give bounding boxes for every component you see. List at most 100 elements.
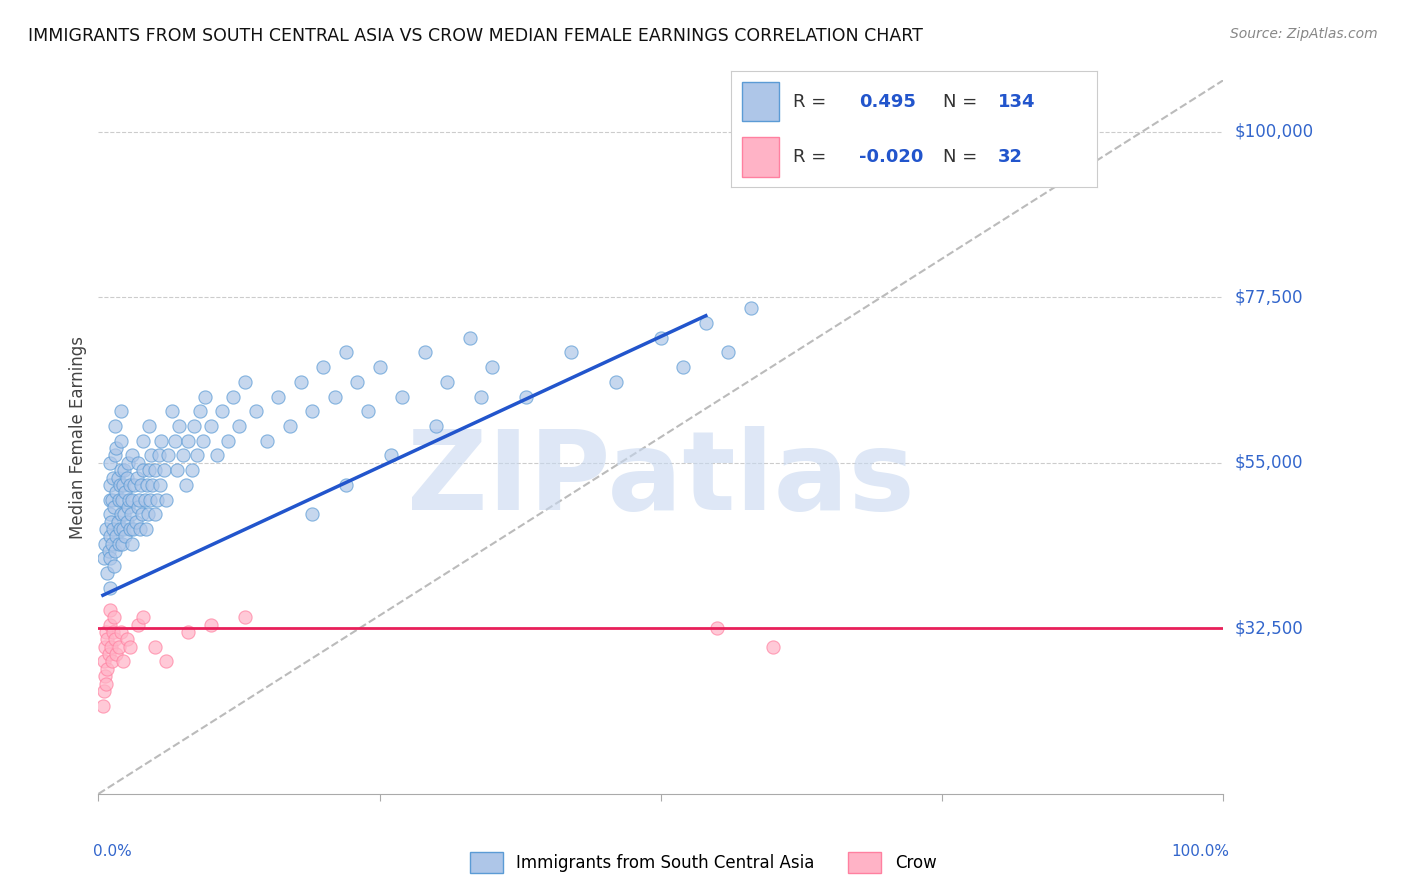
Point bbox=[110, 625, 132, 640]
Point bbox=[107, 640, 129, 654]
Text: 100.0%: 100.0% bbox=[1171, 844, 1229, 859]
Point bbox=[110, 463, 132, 477]
Point bbox=[96, 632, 118, 647]
Point bbox=[245, 404, 267, 418]
Point bbox=[141, 478, 163, 492]
Point bbox=[256, 434, 278, 448]
Point bbox=[100, 640, 122, 654]
Text: $100,000: $100,000 bbox=[1234, 123, 1313, 141]
Text: N =: N = bbox=[943, 93, 977, 111]
Point bbox=[135, 522, 157, 536]
Point bbox=[312, 360, 335, 375]
Point bbox=[129, 478, 152, 492]
Point bbox=[96, 625, 118, 640]
Point bbox=[131, 508, 153, 522]
Point bbox=[160, 404, 183, 418]
Point bbox=[740, 301, 762, 316]
Point bbox=[717, 345, 740, 359]
Point bbox=[91, 698, 114, 713]
Point bbox=[104, 449, 127, 463]
Point bbox=[177, 434, 200, 448]
Point bbox=[481, 360, 503, 375]
Point bbox=[127, 456, 149, 470]
Point bbox=[97, 647, 120, 661]
Text: $32,500: $32,500 bbox=[1234, 619, 1303, 638]
Point bbox=[413, 345, 436, 359]
Point bbox=[155, 492, 177, 507]
Point bbox=[114, 529, 136, 543]
Text: IMMIGRANTS FROM SOUTH CENTRAL ASIA VS CROW MEDIAN FEMALE EARNINGS CORRELATION CH: IMMIGRANTS FROM SOUTH CENTRAL ASIA VS CR… bbox=[28, 27, 922, 45]
Point bbox=[104, 632, 127, 647]
Point bbox=[346, 375, 368, 389]
Text: -0.020: -0.020 bbox=[859, 148, 924, 166]
Point bbox=[108, 522, 131, 536]
Point bbox=[205, 449, 228, 463]
Point bbox=[228, 419, 250, 434]
Point bbox=[233, 375, 256, 389]
Point bbox=[172, 449, 194, 463]
Text: 0.0%: 0.0% bbox=[93, 844, 132, 859]
Point bbox=[149, 478, 172, 492]
Point bbox=[560, 345, 582, 359]
Point bbox=[163, 434, 186, 448]
Point bbox=[104, 419, 127, 434]
Point bbox=[117, 456, 139, 470]
Point bbox=[391, 390, 413, 404]
Point bbox=[104, 544, 127, 558]
Point bbox=[112, 655, 135, 669]
Point bbox=[425, 419, 447, 434]
Point bbox=[127, 617, 149, 632]
Point bbox=[335, 345, 357, 359]
Point bbox=[118, 478, 141, 492]
Point bbox=[103, 610, 125, 624]
Point bbox=[278, 419, 301, 434]
Point bbox=[107, 492, 129, 507]
Point bbox=[132, 463, 155, 477]
Point bbox=[100, 515, 122, 529]
Point bbox=[129, 522, 152, 536]
Point bbox=[93, 655, 115, 669]
Point bbox=[267, 390, 290, 404]
Point bbox=[107, 537, 129, 551]
Point bbox=[101, 492, 124, 507]
Point bbox=[233, 610, 256, 624]
Point bbox=[110, 508, 132, 522]
Point bbox=[470, 390, 492, 404]
Point bbox=[138, 463, 160, 477]
Point bbox=[605, 375, 627, 389]
Point bbox=[695, 316, 717, 330]
Point bbox=[186, 449, 208, 463]
Point bbox=[112, 478, 135, 492]
Point bbox=[127, 500, 149, 514]
Point bbox=[103, 500, 125, 514]
Point bbox=[105, 529, 128, 543]
Point bbox=[98, 508, 121, 522]
Text: $55,000: $55,000 bbox=[1234, 454, 1303, 472]
Point bbox=[101, 470, 124, 484]
Point bbox=[94, 640, 117, 654]
Point bbox=[96, 676, 118, 690]
Point bbox=[111, 537, 134, 551]
Point bbox=[148, 449, 170, 463]
Point bbox=[98, 551, 121, 566]
Point bbox=[672, 360, 695, 375]
Point bbox=[117, 500, 139, 514]
Point bbox=[98, 617, 121, 632]
Point bbox=[188, 404, 211, 418]
Point bbox=[101, 522, 124, 536]
Point bbox=[180, 463, 202, 477]
Text: R =: R = bbox=[793, 148, 827, 166]
Point bbox=[436, 375, 458, 389]
Point bbox=[98, 456, 121, 470]
Point bbox=[111, 492, 134, 507]
Point bbox=[706, 621, 728, 635]
Point bbox=[152, 463, 174, 477]
Point bbox=[143, 463, 166, 477]
Point bbox=[200, 617, 222, 632]
Point bbox=[107, 470, 129, 484]
Text: 0.495: 0.495 bbox=[859, 93, 915, 111]
Point bbox=[108, 478, 131, 492]
Point bbox=[105, 441, 128, 455]
Point bbox=[101, 655, 124, 669]
Point bbox=[118, 640, 141, 654]
